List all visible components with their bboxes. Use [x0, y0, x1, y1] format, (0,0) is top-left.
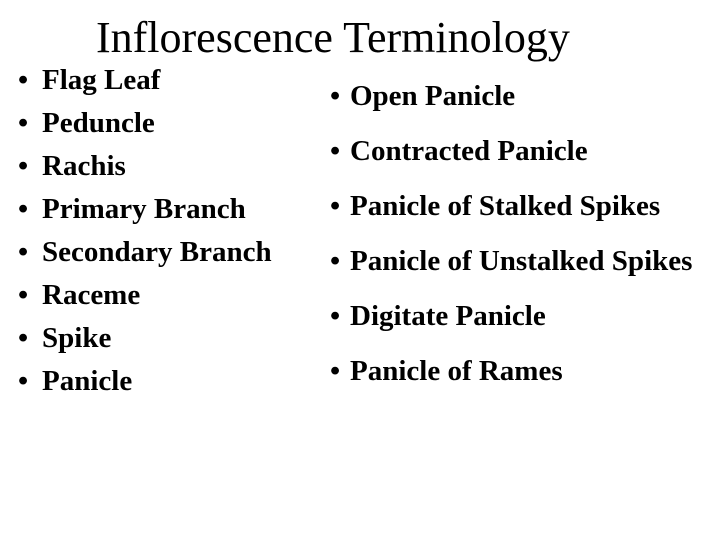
- list-item: • Raceme: [18, 281, 330, 310]
- bullet-text: Open Panicle: [350, 82, 515, 111]
- list-item: • Open Panicle: [330, 82, 720, 111]
- list-item: • Contracted Panicle: [330, 137, 720, 166]
- list-item: • Panicle: [18, 367, 330, 396]
- bullet-icon: •: [330, 82, 350, 111]
- left-bullet-list: • Flag Leaf • Peduncle • Rachis • Primar…: [18, 66, 330, 396]
- slide-body: • Flag Leaf • Peduncle • Rachis • Primar…: [0, 66, 720, 412]
- bullet-icon: •: [18, 195, 42, 224]
- bullet-text: Panicle of Rames: [350, 357, 563, 386]
- bullet-text: Primary Branch: [42, 195, 246, 224]
- left-column: • Flag Leaf • Peduncle • Rachis • Primar…: [0, 66, 330, 412]
- list-item: • Panicle of Rames: [330, 357, 720, 386]
- bullet-text: Rachis: [42, 152, 126, 181]
- slide-title: Inflorescence Terminology: [96, 12, 570, 63]
- list-item: • Spike: [18, 324, 330, 353]
- bullet-icon: •: [330, 137, 350, 166]
- list-item: • Digitate Panicle: [330, 302, 720, 331]
- bullet-icon: •: [330, 302, 350, 331]
- bullet-icon: •: [330, 192, 350, 221]
- bullet-text: Peduncle: [42, 109, 155, 138]
- bullet-text: Spike: [42, 324, 111, 353]
- bullet-icon: •: [18, 66, 42, 95]
- bullet-icon: •: [18, 109, 42, 138]
- bullet-text: Flag Leaf: [42, 66, 160, 95]
- bullet-icon: •: [18, 367, 42, 396]
- right-column: • Open Panicle • Contracted Panicle • Pa…: [330, 66, 720, 412]
- list-item: • Primary Branch: [18, 195, 330, 224]
- bullet-icon: •: [330, 357, 350, 386]
- bullet-text: Panicle: [42, 367, 132, 396]
- list-item: • Rachis: [18, 152, 330, 181]
- bullet-text: Digitate Panicle: [350, 302, 546, 331]
- list-item: • Flag Leaf: [18, 66, 330, 95]
- list-item: • Secondary Branch: [18, 238, 330, 267]
- list-item: • Peduncle: [18, 109, 330, 138]
- bullet-text: Contracted Panicle: [350, 137, 588, 166]
- right-bullet-list: • Open Panicle • Contracted Panicle • Pa…: [330, 82, 720, 386]
- bullet-icon: •: [18, 324, 42, 353]
- list-item: • Panicle of Unstalked Spikes: [330, 247, 720, 276]
- slide: Inflorescence Terminology • Flag Leaf • …: [0, 0, 720, 540]
- bullet-icon: •: [330, 247, 350, 276]
- list-item: • Panicle of Stalked Spikes: [330, 192, 720, 221]
- bullet-text: Panicle of Stalked Spikes: [350, 192, 660, 221]
- bullet-icon: •: [18, 238, 42, 267]
- bullet-text: Raceme: [42, 281, 140, 310]
- bullet-text: Secondary Branch: [42, 238, 272, 267]
- bullet-icon: •: [18, 152, 42, 181]
- bullet-text: Panicle of Unstalked Spikes: [350, 247, 692, 276]
- bullet-icon: •: [18, 281, 42, 310]
